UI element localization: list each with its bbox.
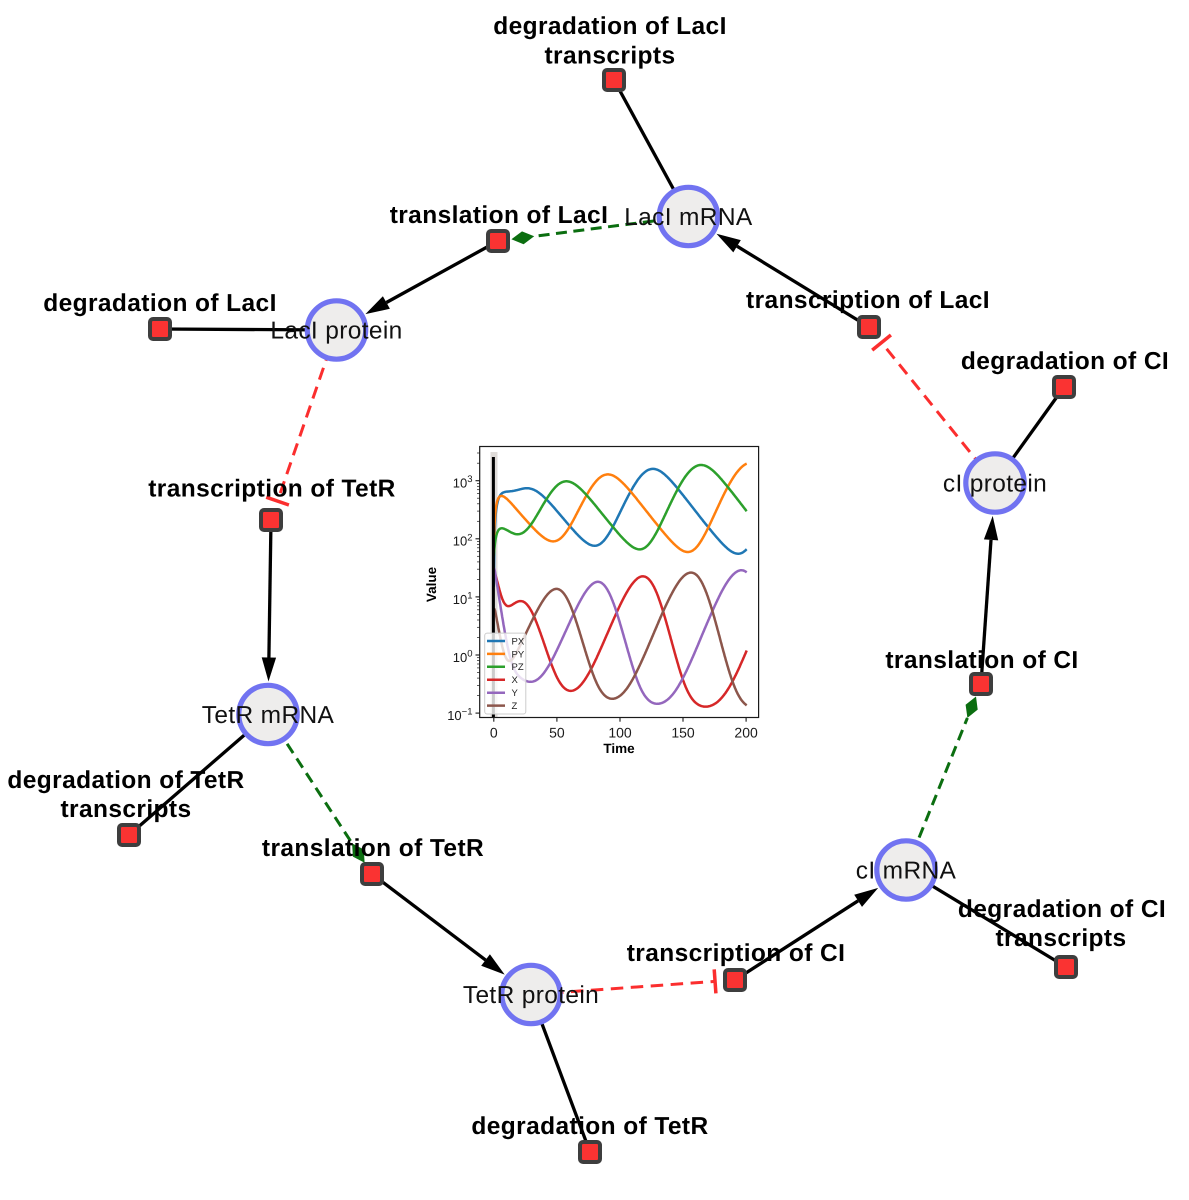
svg-text:X: X bbox=[512, 675, 519, 686]
svg-text:TetR mRNA: TetR mRNA bbox=[202, 702, 335, 729]
svg-text:degradation of LacI: degradation of LacI bbox=[493, 13, 727, 40]
svg-text:cI mRNA: cI mRNA bbox=[856, 858, 957, 885]
svg-text:translation of TetR: translation of TetR bbox=[262, 835, 484, 862]
svg-text:translation of LacI: translation of LacI bbox=[390, 202, 609, 229]
svg-text:TetR protein: TetR protein bbox=[463, 982, 599, 1009]
svg-text:transcripts: transcripts bbox=[544, 43, 675, 70]
svg-text:Time: Time bbox=[603, 741, 635, 756]
svg-text:transcripts: transcripts bbox=[995, 925, 1126, 952]
svg-text:PX: PX bbox=[512, 636, 525, 647]
svg-text:PZ: PZ bbox=[512, 662, 524, 673]
svg-text:transcription of LacI: transcription of LacI bbox=[746, 287, 990, 314]
svg-text:degradation of TetR: degradation of TetR bbox=[471, 1113, 708, 1140]
svg-text:Y: Y bbox=[512, 688, 519, 699]
svg-text:translation of CI: translation of CI bbox=[885, 647, 1078, 674]
svg-text:degradation of TetR: degradation of TetR bbox=[7, 767, 244, 794]
svg-text:102: 102 bbox=[453, 532, 473, 548]
svg-text:101: 101 bbox=[453, 590, 473, 606]
svg-text:degradation of LacI: degradation of LacI bbox=[43, 290, 277, 317]
svg-text:150: 150 bbox=[671, 724, 695, 740]
svg-text:10−1: 10−1 bbox=[447, 707, 472, 723]
svg-text:Value: Value bbox=[424, 566, 439, 602]
svg-text:Z: Z bbox=[512, 701, 518, 712]
svg-text:LacI mRNA: LacI mRNA bbox=[624, 204, 753, 231]
svg-text:LacI protein: LacI protein bbox=[270, 318, 402, 345]
svg-text:degradation of CI: degradation of CI bbox=[958, 896, 1166, 923]
svg-text:transcription of CI: transcription of CI bbox=[627, 940, 846, 967]
svg-text:100: 100 bbox=[608, 724, 632, 740]
svg-text:cI protein: cI protein bbox=[943, 471, 1047, 498]
svg-text:PY: PY bbox=[512, 649, 525, 660]
svg-text:100: 100 bbox=[453, 649, 473, 665]
svg-text:transcription of TetR: transcription of TetR bbox=[148, 476, 396, 503]
svg-text:103: 103 bbox=[453, 474, 473, 490]
svg-text:50: 50 bbox=[549, 724, 565, 740]
svg-text:transcripts: transcripts bbox=[60, 796, 191, 823]
svg-text:200: 200 bbox=[734, 724, 758, 740]
svg-text:degradation of CI: degradation of CI bbox=[961, 348, 1169, 375]
svg-text:0: 0 bbox=[490, 724, 498, 740]
